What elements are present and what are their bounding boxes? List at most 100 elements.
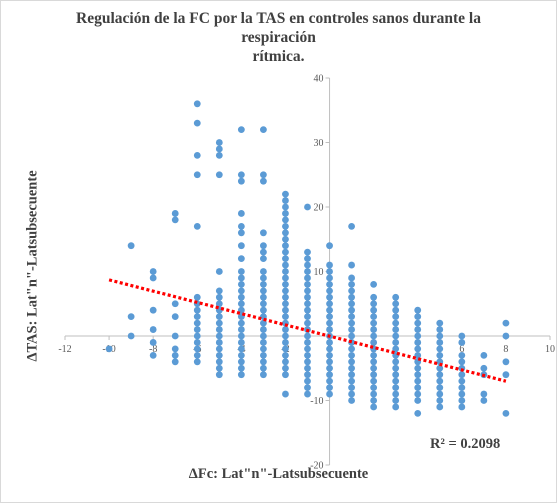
- data-point: [193, 345, 201, 353]
- data-point: [282, 229, 289, 237]
- data-point: [326, 261, 333, 269]
- data-point: [260, 339, 267, 346]
- data-point: [171, 358, 179, 366]
- data-point: [392, 358, 400, 366]
- data-point: [237, 171, 245, 179]
- data-point: [326, 384, 333, 391]
- data-point: [215, 293, 223, 301]
- data-point: [260, 242, 267, 250]
- data-point: [282, 281, 289, 288]
- data-point: [215, 345, 223, 353]
- data-point: [370, 313, 378, 321]
- data-point: [436, 364, 444, 372]
- data-point: [193, 326, 201, 333]
- data-point: [260, 268, 267, 275]
- data-point: [436, 326, 444, 333]
- data-point: [193, 293, 201, 301]
- data-point: [348, 384, 355, 391]
- data-point: [193, 332, 201, 340]
- data-point: [436, 332, 444, 340]
- data-point: [458, 384, 466, 391]
- data-point: [370, 332, 378, 340]
- data-point: [237, 326, 245, 333]
- data-point: [348, 364, 355, 372]
- data-point: [414, 306, 422, 314]
- data-point: [282, 390, 289, 398]
- data-point: [392, 306, 400, 314]
- data-point: [193, 319, 201, 327]
- data-point: [282, 371, 289, 379]
- data-point: [348, 287, 355, 295]
- data-point: [304, 377, 311, 385]
- data-point: [414, 313, 422, 321]
- data-point: [304, 293, 311, 301]
- data-point: [282, 268, 289, 275]
- data-point: [392, 319, 400, 327]
- data-point: [149, 274, 157, 282]
- data-point: [282, 313, 289, 321]
- data-point: [304, 268, 311, 275]
- data-point: [370, 384, 378, 391]
- data-point: [414, 339, 422, 346]
- data-point: [260, 371, 267, 379]
- data-point: [480, 351, 488, 359]
- data-point: [392, 377, 400, 385]
- data-point: [237, 177, 245, 185]
- data-point: [304, 300, 311, 308]
- data-point: [193, 306, 201, 314]
- data-point: [282, 339, 289, 346]
- data-point: [282, 261, 289, 269]
- data-point: [370, 358, 378, 366]
- data-point: [215, 371, 223, 379]
- data-point: [171, 351, 179, 359]
- data-point: [215, 358, 223, 366]
- data-point: [502, 358, 510, 366]
- data-point: [215, 300, 223, 308]
- data-point: [171, 332, 179, 340]
- data-point: [458, 358, 466, 366]
- data-point: [370, 293, 378, 301]
- data-point: [480, 390, 488, 398]
- data-point: [260, 229, 267, 237]
- data-point: [171, 345, 179, 353]
- data-point: [215, 268, 223, 275]
- data-point: [392, 403, 400, 411]
- data-point: [149, 351, 157, 359]
- data-point: [282, 210, 289, 217]
- x-tick-label: 10: [545, 344, 555, 355]
- data-point: [282, 300, 289, 308]
- data-point: [282, 216, 289, 224]
- chart-title-line-1: Regulación de la FC por la TAS en contro…: [76, 10, 481, 46]
- data-point: [458, 403, 466, 411]
- data-point: [260, 319, 267, 327]
- data-point: [282, 235, 289, 243]
- data-point: [193, 313, 201, 321]
- data-point: [282, 287, 289, 295]
- data-point: [282, 190, 289, 198]
- data-point: [326, 319, 333, 327]
- data-point: [348, 377, 355, 385]
- data-point: [237, 364, 245, 372]
- data-point: [149, 339, 157, 346]
- data-point: [370, 300, 378, 308]
- data-point: [392, 364, 400, 372]
- data-point: [502, 319, 510, 327]
- data-point: [392, 339, 400, 346]
- x-axis-label: ΔFc: Lat"n"-Latsubsecuente: [188, 466, 369, 482]
- data-point: [392, 313, 400, 321]
- data-point: [502, 410, 510, 417]
- data-point: [260, 326, 267, 333]
- data-point: [458, 351, 466, 359]
- data-point: [436, 397, 444, 404]
- data-point: [326, 287, 333, 295]
- data-point: [326, 351, 333, 359]
- data-point: [215, 339, 223, 346]
- data-point: [260, 332, 267, 340]
- data-point: [260, 345, 267, 353]
- data-point: [260, 300, 267, 308]
- data-point: [304, 203, 311, 211]
- data-point: [414, 397, 422, 404]
- chart-title: Regulación de la FC por la TAS en contro…: [40, 9, 517, 66]
- data-point: [348, 274, 355, 282]
- data-point: [370, 306, 378, 314]
